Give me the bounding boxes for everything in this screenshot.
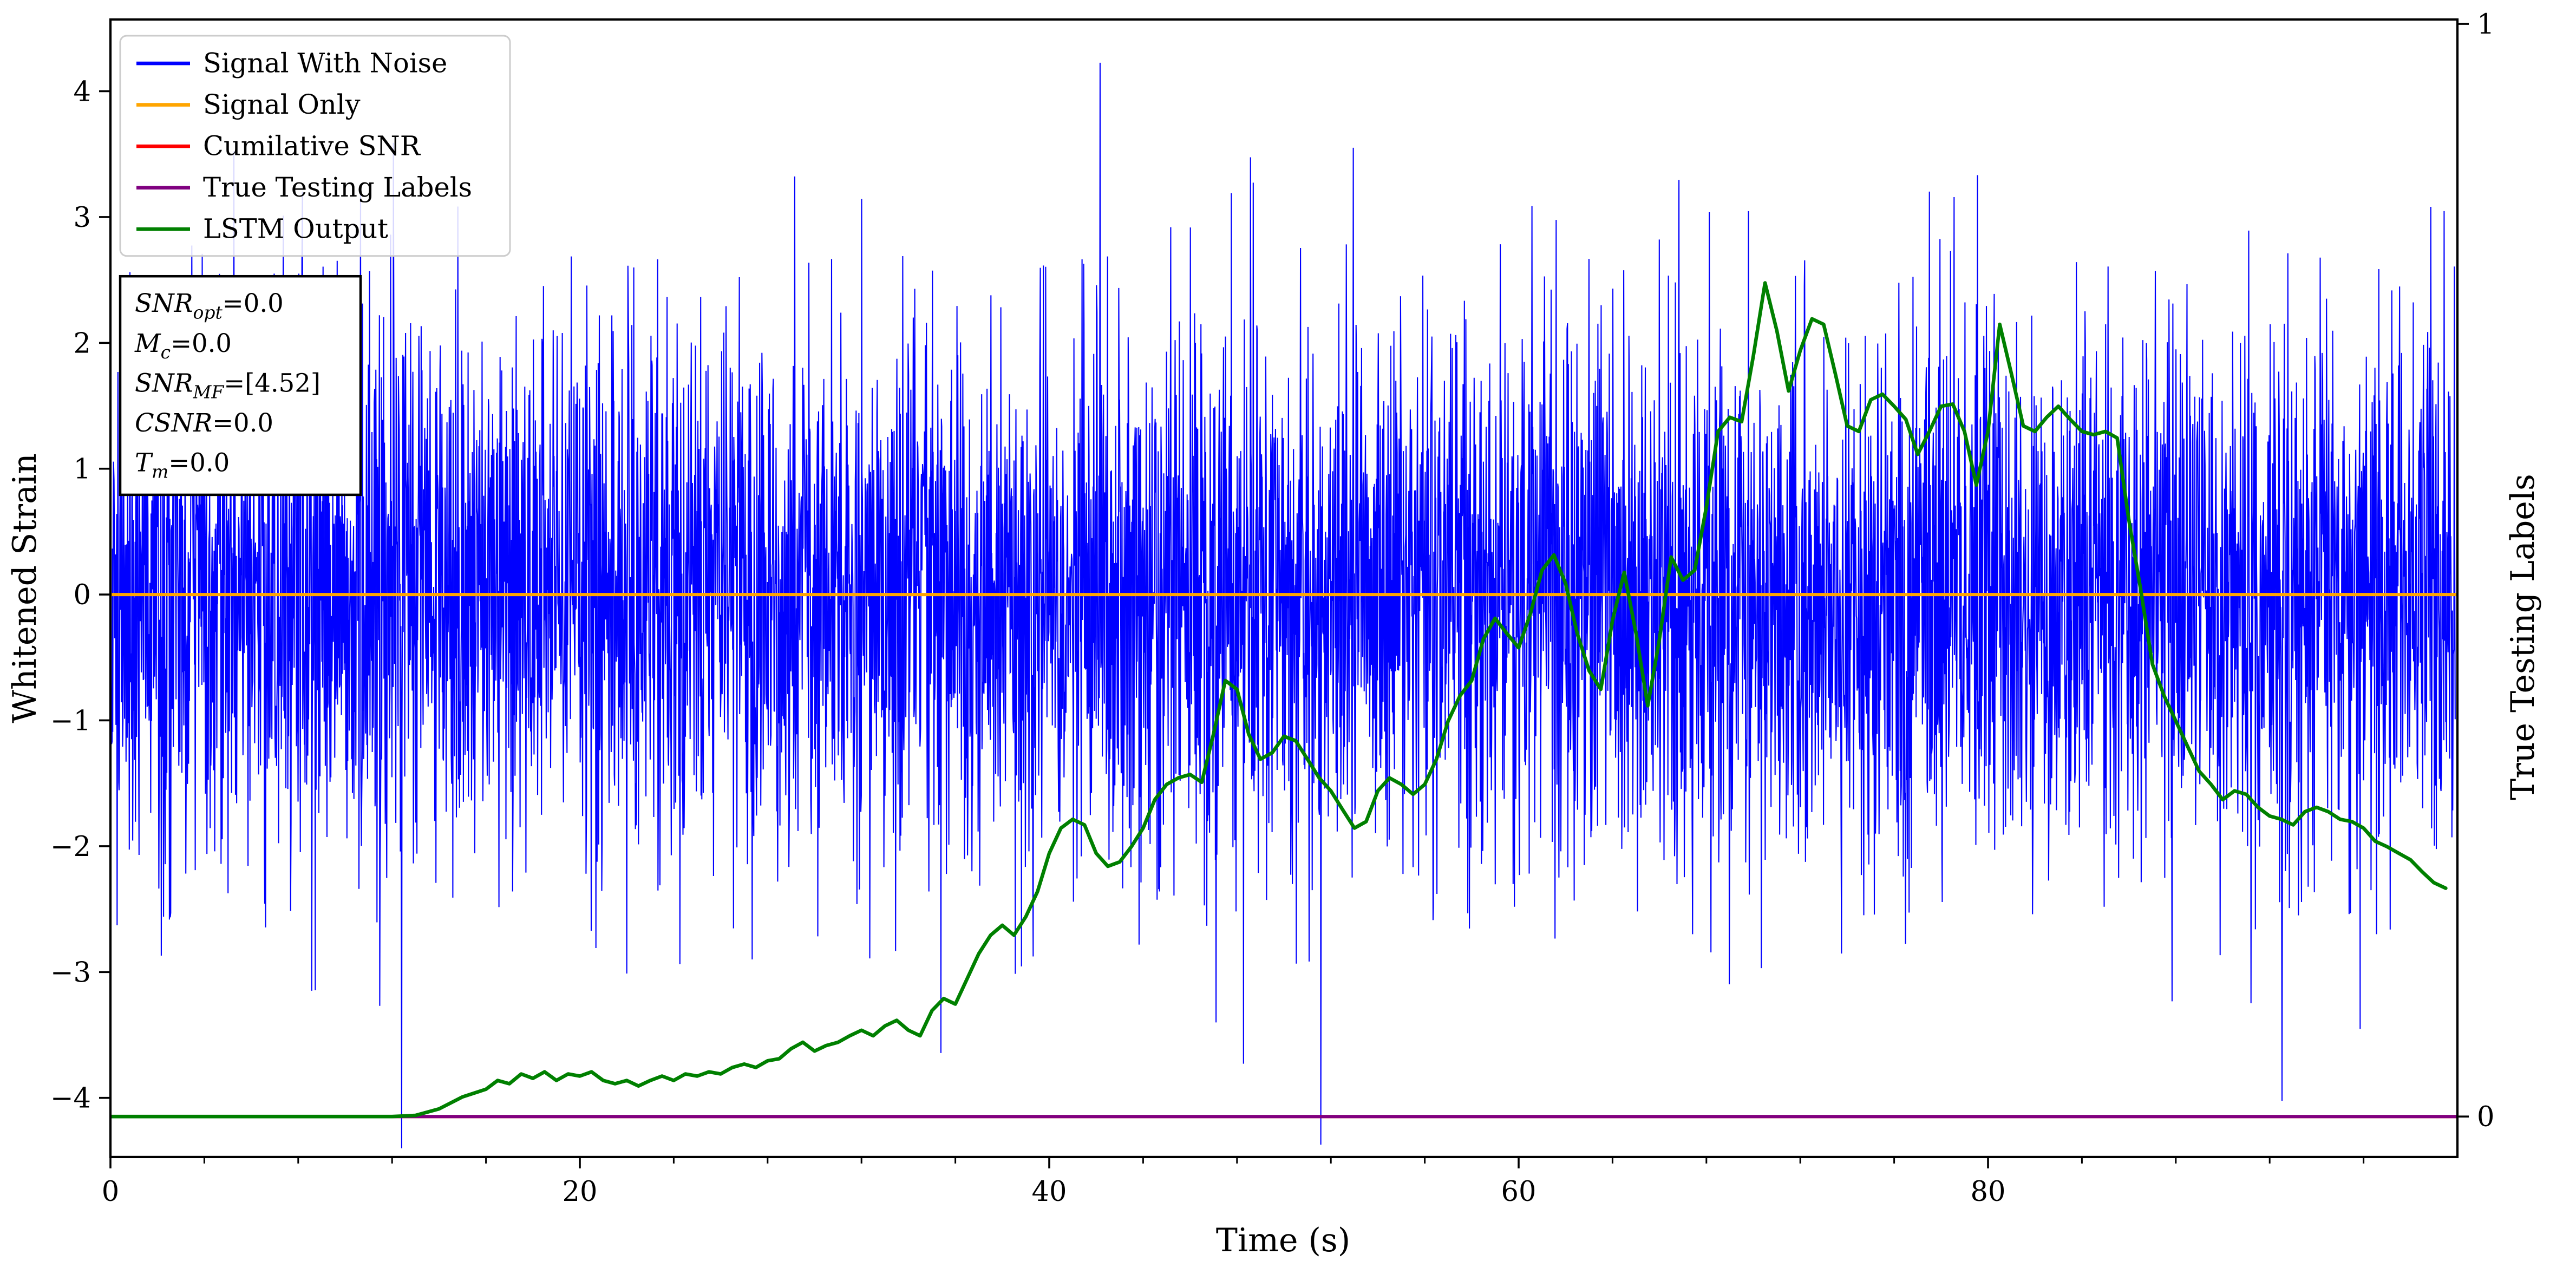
series-layer [110,62,2457,1148]
legend-item-true-testing-labels: True Testing Labels [136,172,472,203]
annotation-line: CSNR=0.0 [135,408,273,437]
y-left-tick-label: −2 [50,831,91,863]
x-axis-title: Time (s) [1216,1221,1350,1259]
legend-label: Signal With Noise [203,48,447,79]
legend-item-signal-with-noise: Signal With Noise [136,48,447,79]
y-axis-title-right: True Testing Labels [2504,474,2542,800]
x-tick-label: 60 [1501,1176,1537,1208]
y-left-tick-label: −1 [50,705,91,737]
legend-label: LSTM Output [203,213,388,245]
series-lstm-output [110,281,2448,1119]
x-tick-label: 0 [102,1176,119,1208]
annotation-line: Mc=0.0 [134,329,232,363]
legend-frame [119,35,511,257]
legend-label: True Testing Labels [203,172,472,203]
y-left-tick-label: 3 [74,202,91,234]
y-left-tick-label: −4 [50,1083,91,1115]
y-axis-title-left: Whitened Strain [6,453,44,723]
annotation-frame [119,275,362,496]
x-tick-label: 40 [1032,1176,1067,1208]
annotation-line: SNRMF=[4.52] [135,368,321,402]
x-tick-label: 20 [563,1176,598,1208]
annotation-line: SNRopt=0.0 [135,289,284,323]
y-left-tick-label: 2 [74,328,91,360]
legend-item-signal-only: Signal Only [136,89,361,120]
legend-item-cumilative-snr: Cumilative SNR [136,130,421,162]
y-left-tick-label: 0 [74,579,91,611]
y-left-tick-label: 4 [74,76,91,108]
y-left-tick-label: 1 [74,454,91,486]
annotation-box: SNRopt=0.0 Mc=0.0 SNRMF=[4.52] CSNR=0.0 Tm=0… [119,275,362,496]
legend-item-lstm-output: LSTM Output [136,213,388,245]
legend-label: Cumilative SNR [203,130,421,162]
y-right-tick-label: 0 [2477,1101,2494,1133]
legend: Signal With Noise Signal Only Cumilative S… [119,35,511,257]
y-right-tick-label: 1 [2477,9,2494,41]
legend-label: Signal Only [203,89,361,120]
annotation-line: Tm=0.0 [135,448,230,482]
y-left-tick-label: −3 [50,957,91,989]
series-signal-with-noise [110,62,2456,1148]
plot-border [109,18,2459,1159]
x-tick-label: 80 [1971,1176,2006,1208]
